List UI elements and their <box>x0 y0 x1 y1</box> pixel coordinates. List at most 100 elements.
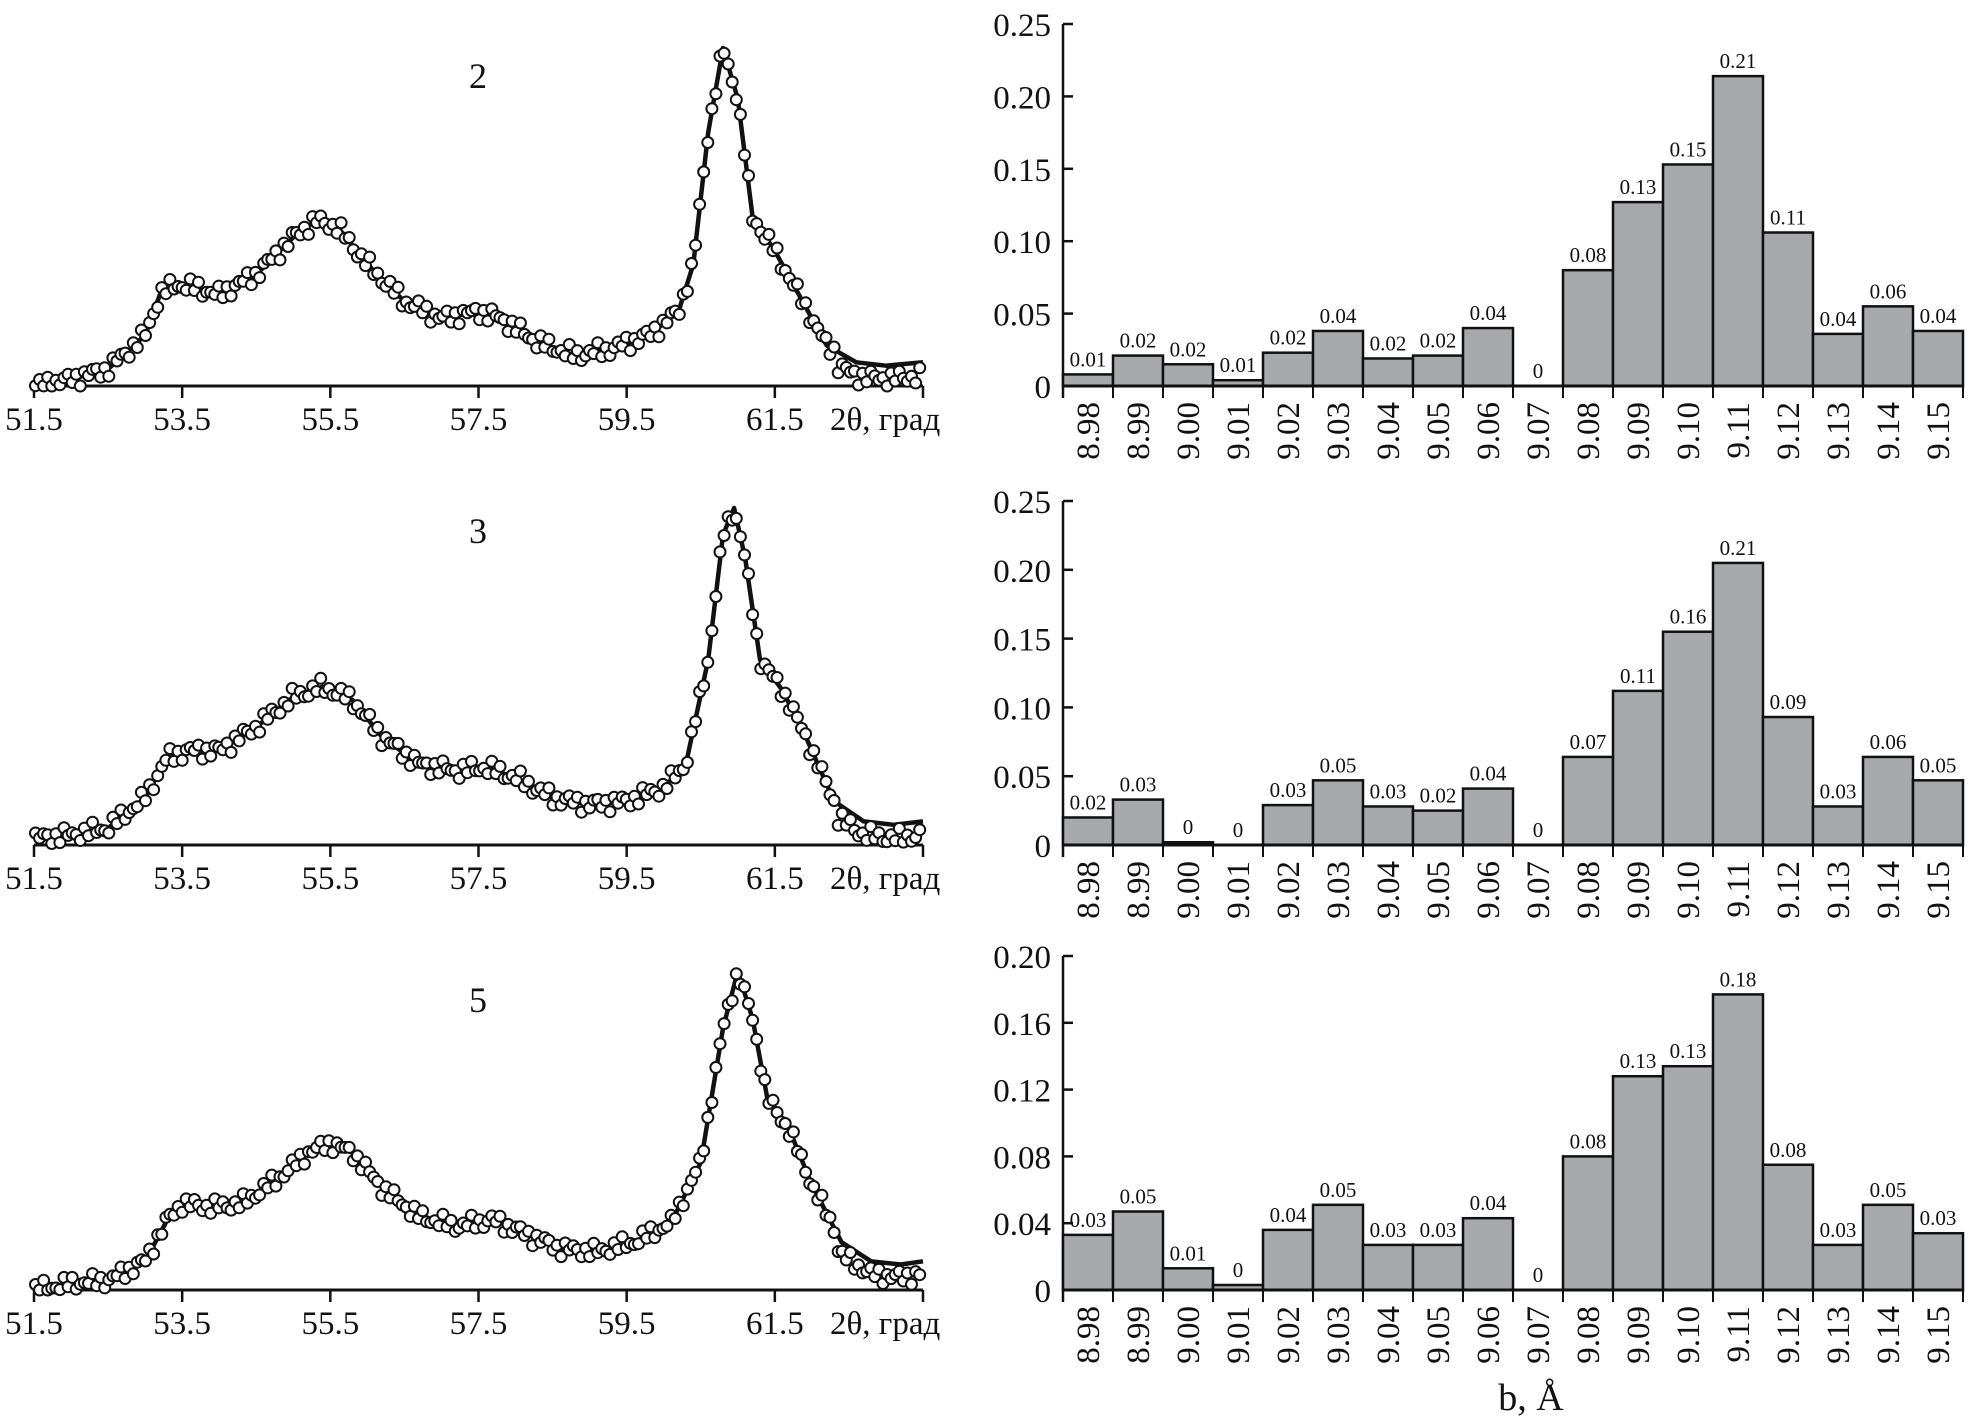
x-axis-label: 2θ, град <box>830 861 940 897</box>
data-point <box>102 826 116 840</box>
data-point <box>542 781 556 795</box>
bar-value-label: 0.05 <box>1320 753 1357 777</box>
y-tick-label: 0.08 <box>993 1140 1051 1176</box>
data-point <box>697 679 711 693</box>
x-category-label: 8.99 <box>1121 1306 1157 1364</box>
data-point <box>253 271 267 285</box>
bar <box>1611 689 1665 847</box>
bar-value-label: 0.05 <box>1870 1178 1907 1202</box>
bar-value-label: 0.02 <box>1070 790 1107 814</box>
data-point <box>513 316 527 330</box>
bar <box>1461 1216 1515 1292</box>
bar-value-label: 0.08 <box>1570 1129 1607 1153</box>
x-tick-label: 59.5 <box>598 402 656 438</box>
bar <box>1561 268 1615 388</box>
x-category-label: 9.04 <box>1371 861 1407 919</box>
bar <box>1361 357 1415 388</box>
x-tick-label: 55.5 <box>301 861 359 897</box>
bar-value-label: 0.07 <box>1570 730 1607 754</box>
bar-value-label: 0.03 <box>1070 1208 1107 1232</box>
data-point <box>65 1270 79 1284</box>
data-point <box>281 240 295 253</box>
bar <box>1861 755 1915 847</box>
x-category-label: 9.10 <box>1671 1306 1707 1364</box>
bar <box>1711 561 1765 847</box>
x-tick-label: 59.5 <box>598 1306 656 1342</box>
bar <box>1161 363 1215 388</box>
y-tick-label: 0.20 <box>993 940 1051 976</box>
data-point <box>253 725 267 739</box>
x-category-label: 8.99 <box>1121 402 1157 460</box>
data-point <box>827 340 841 354</box>
bar-value-label: 0.04 <box>1920 304 1957 328</box>
data-point <box>725 75 739 89</box>
data-point <box>175 753 189 767</box>
data-point <box>717 1017 731 1031</box>
bar-x-axis-label: b, Å <box>1498 1377 1564 1419</box>
bar <box>1111 798 1165 847</box>
data-point <box>53 836 67 850</box>
bar-value-label: 0.13 <box>1620 175 1657 199</box>
data-point <box>391 280 405 294</box>
histogram-5: 0 0.04 0.08 0.12 0.16 0.20 0.03 8.98 0.05 8.99 0.0… <box>993 940 1965 1364</box>
data-point <box>746 608 760 622</box>
data-point <box>122 350 136 364</box>
data-point <box>725 994 739 1008</box>
data-point <box>778 1117 792 1130</box>
x-category-label: 9.10 <box>1671 861 1707 919</box>
data-point <box>750 627 764 641</box>
data-point <box>733 107 747 121</box>
data-point <box>253 1188 267 1202</box>
bar <box>1111 354 1165 388</box>
data-point <box>693 197 707 211</box>
bar <box>1761 715 1815 847</box>
data-point <box>689 715 703 729</box>
x-category-label: 9.01 <box>1221 861 1257 919</box>
bar <box>1561 1155 1615 1292</box>
data-point <box>297 1157 311 1171</box>
data-point <box>778 686 792 700</box>
x-category-label: 9.00 <box>1171 861 1207 919</box>
x-tick-label: 57.5 <box>450 1306 508 1342</box>
data-point <box>892 821 906 835</box>
data-point <box>750 1032 764 1046</box>
y-tick-label: 0.05 <box>993 760 1051 796</box>
x-category-label: 9.07 <box>1521 1306 1557 1364</box>
data-point <box>843 1246 857 1259</box>
x-category-label: 8.99 <box>1121 861 1157 919</box>
bar-value-label: 0.03 <box>1920 1206 1957 1230</box>
bar-value-label: 0.21 <box>1720 536 1757 560</box>
bar <box>1561 755 1615 847</box>
x-category-label: 9.01 <box>1221 1306 1257 1364</box>
data-point <box>126 1267 140 1281</box>
y-tick-label: 0.15 <box>993 623 1051 659</box>
bar-value-label: 0 <box>1533 359 1544 383</box>
bar <box>1761 1163 1815 1292</box>
data-point <box>513 764 527 778</box>
x-category-label: 9.00 <box>1171 1306 1207 1364</box>
y-tick-label: 0.25 <box>993 485 1051 521</box>
data-point <box>717 46 731 60</box>
data-point <box>652 789 666 803</box>
bar-value-label: 0.05 <box>1320 1178 1357 1202</box>
data-point <box>273 253 287 267</box>
data-point <box>786 700 800 714</box>
data-point <box>913 1268 927 1282</box>
data-point <box>729 511 743 525</box>
data-point <box>273 706 287 720</box>
data-point <box>452 317 466 331</box>
data-point <box>913 823 927 837</box>
data-point <box>697 1144 711 1158</box>
bar-value-label: 0.01 <box>1170 1241 1207 1265</box>
x-category-label: 9.01 <box>1221 402 1257 460</box>
panel-label: 2 <box>469 56 487 96</box>
x-category-label: 9.05 <box>1421 1306 1457 1364</box>
bar <box>1811 332 1865 388</box>
bar-value-label: 0.03 <box>1120 773 1157 797</box>
x-tick-label: 51.5 <box>5 402 63 438</box>
bar <box>1311 779 1365 847</box>
bar <box>1111 1210 1165 1292</box>
data-point <box>224 289 238 303</box>
x-category-label: 9.12 <box>1771 1306 1807 1364</box>
